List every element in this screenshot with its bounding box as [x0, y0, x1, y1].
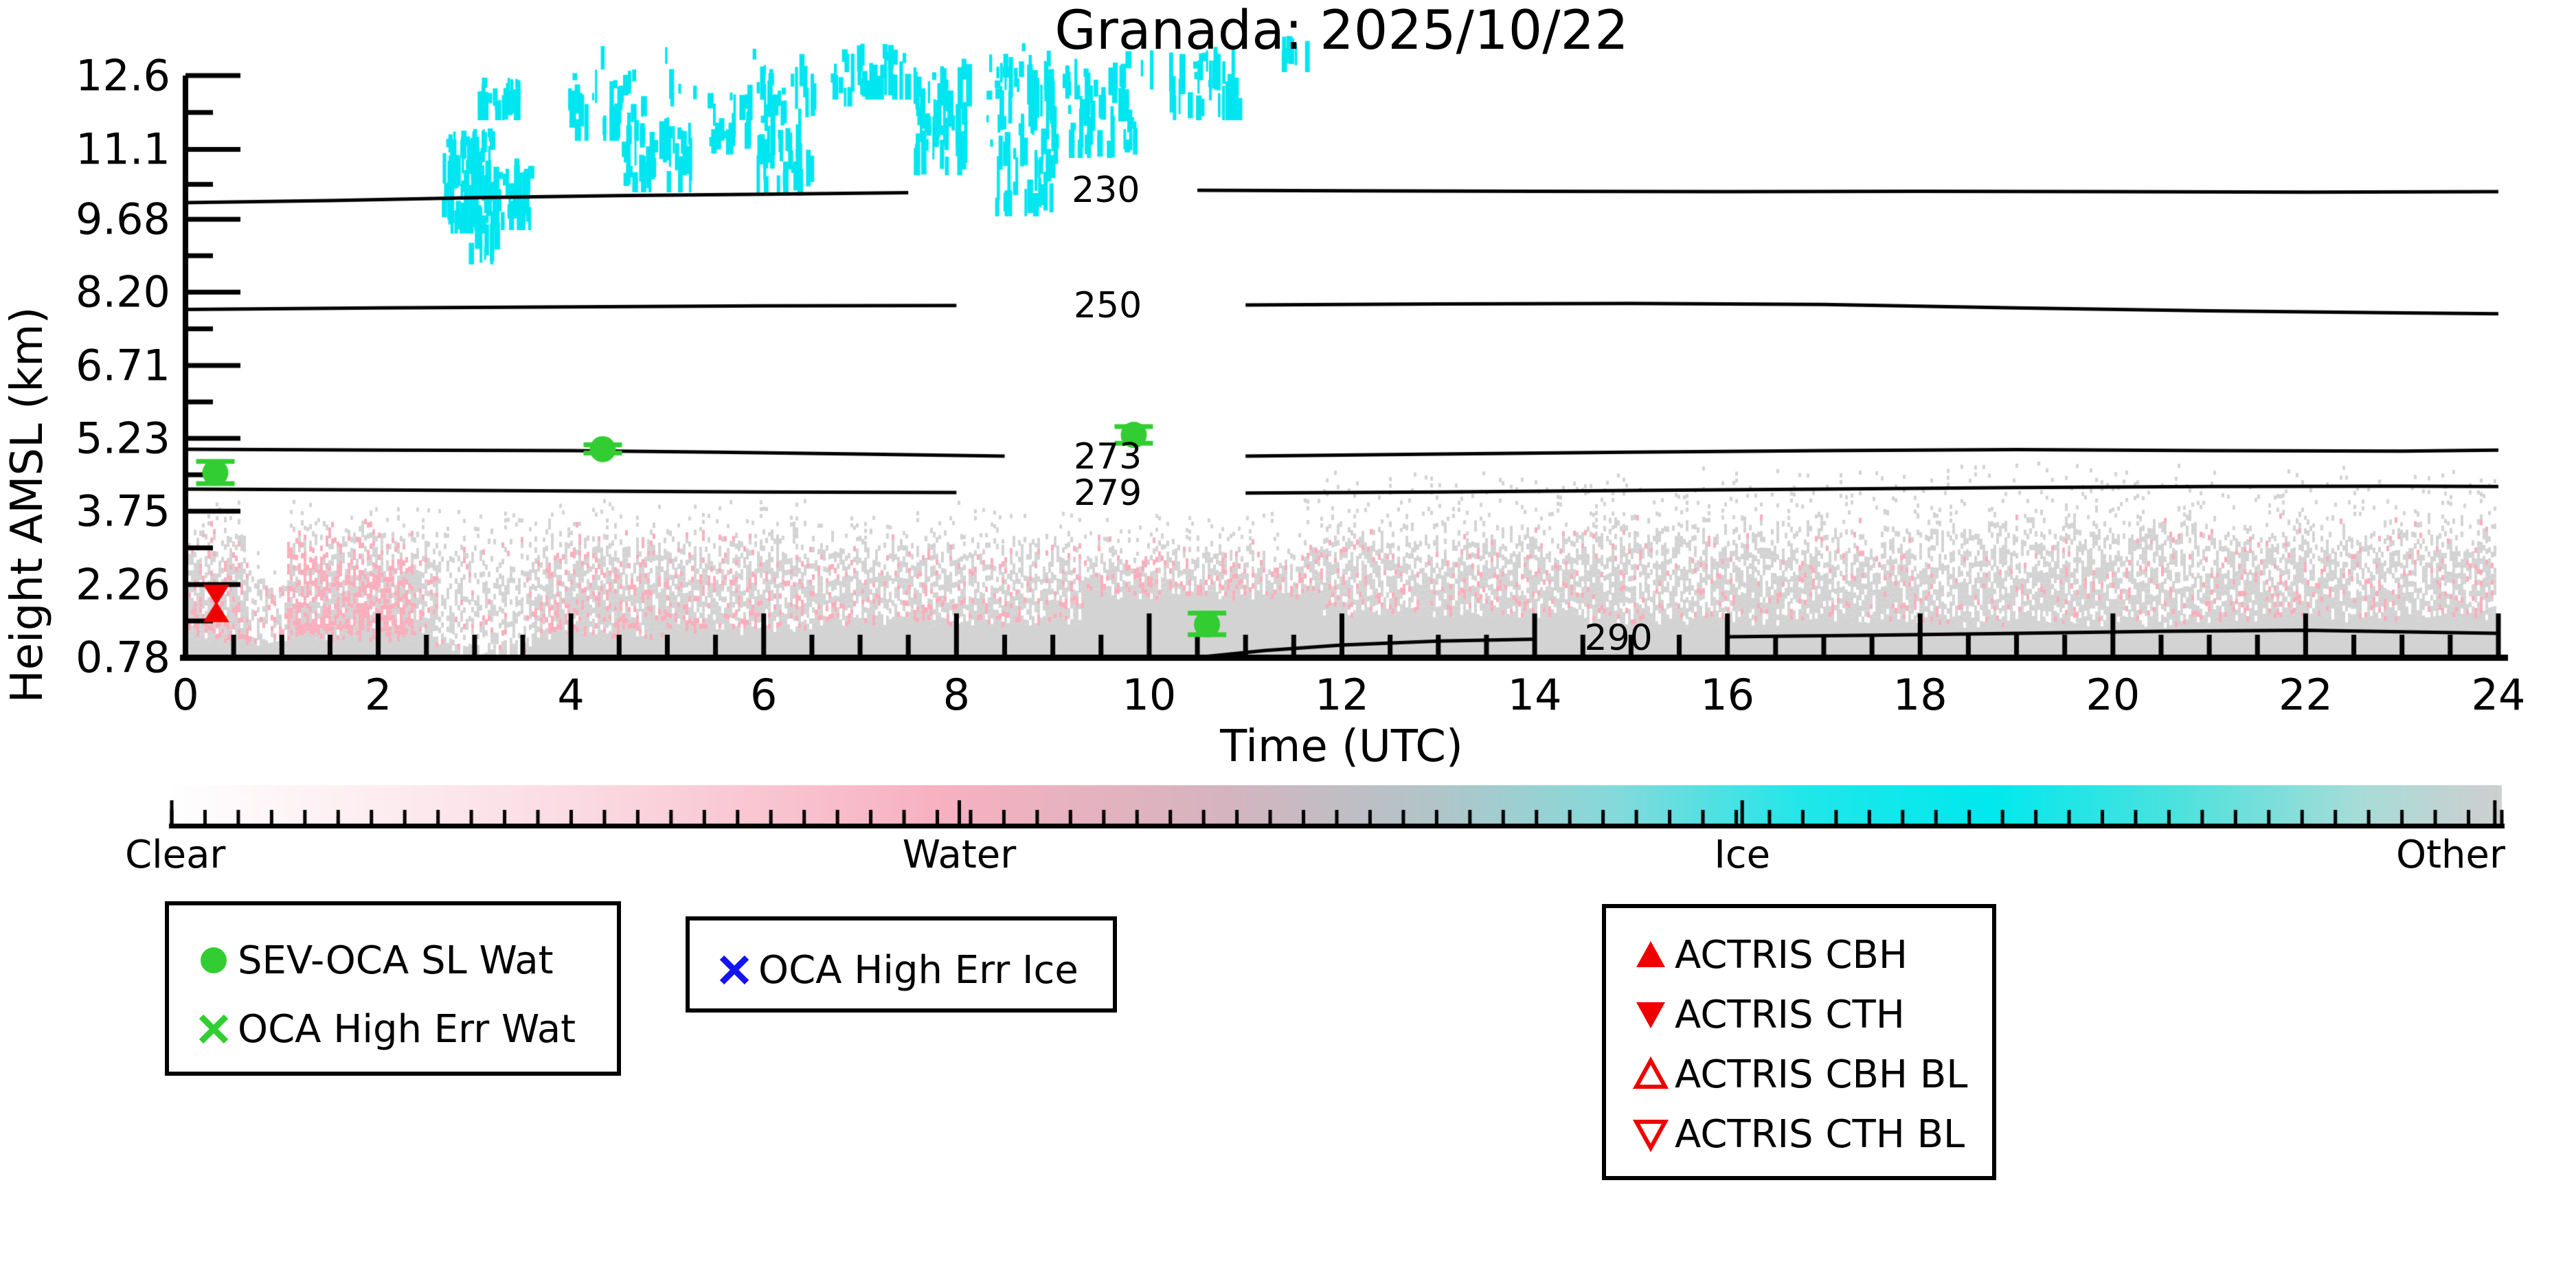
y-tick-label: 2.26 [75, 559, 170, 610]
x-tick-label: 10 [1122, 670, 1177, 720]
legend-label: ACTRIS CTH BL [1675, 1111, 1965, 1157]
contour-label-279: 279 [1073, 472, 1142, 514]
legend-label: OCA High Err Ice [758, 947, 1078, 993]
y-tick-label: 6.71 [75, 340, 170, 391]
contour-label-230: 230 [1072, 169, 1140, 211]
y-axis-title: Height AMSL (km) [2, 306, 53, 703]
legend-marker [1627, 936, 1675, 974]
legend-box-1: SEV-OCA SL Wat OCA High Err Wat [165, 901, 621, 1076]
tri-down-open-marker-icon [1632, 1120, 1669, 1153]
tri-up-marker-icon [1636, 941, 1665, 967]
legend-box-2: OCA High Err Ice [686, 916, 1117, 1013]
x-tick-label: 22 [2278, 670, 2333, 720]
colorbar-label-clear: Clear [125, 833, 226, 877]
legend-label: ACTRIS CTH [1675, 992, 1905, 1037]
legend-marker [190, 1010, 238, 1048]
x-axis-title: Time (UTC) [1220, 721, 1463, 772]
legend-item: ACTRIS CBH BL [1627, 1052, 1968, 1097]
contour-label-290: 290 [1584, 618, 1653, 659]
legend-label: OCA High Err Wat [238, 1006, 576, 1052]
circle-marker-icon [201, 947, 227, 973]
colorbar-label-water: Water [902, 833, 1017, 877]
legend-label: SEV-OCA SL Wat [238, 938, 554, 983]
legend-marker [1627, 1115, 1675, 1153]
x-tick-label: 0 [172, 670, 199, 720]
x-marker-icon [719, 955, 749, 985]
y-tick-label: 8.20 [75, 267, 170, 317]
y-tick-label: 0.78 [75, 632, 170, 683]
contour-label-250: 250 [1073, 285, 1142, 327]
legend-marker [710, 951, 758, 989]
y-tick-label: 9.68 [75, 194, 170, 245]
legend-label: ACTRIS CBH BL [1675, 1052, 1968, 1097]
x-marker-icon [199, 1014, 229, 1044]
page-title: Granada: 2025/10/22 [1054, 0, 1629, 62]
colorbar-label-other: Other [2395, 833, 2505, 877]
legend-marker [190, 941, 238, 980]
legend-label: ACTRIS CBH [1675, 932, 1908, 978]
x-tick-label: 14 [1507, 670, 1562, 720]
colorbar-label-ice: Ice [1714, 833, 1771, 877]
y-tick-label: 3.75 [75, 486, 170, 536]
legend-box-3: ACTRIS CBH ACTRIS CTH ACTRIS CBH BL ACTRIS … [1602, 904, 1996, 1180]
contour-label-273: 273 [1073, 436, 1142, 478]
legend-item: OCA High Err Ice [710, 947, 1078, 993]
x-tick-label: 6 [750, 670, 778, 720]
legend-marker [1627, 1055, 1675, 1094]
legend-item: ACTRIS CTH [1627, 992, 1905, 1037]
x-tick-label: 8 [942, 670, 971, 720]
x-tick-label: 12 [1315, 670, 1369, 720]
tri-up-open-marker-icon [1632, 1056, 1669, 1089]
legend-item: SEV-OCA SL Wat [190, 938, 554, 983]
y-tick-label: 5.23 [75, 413, 170, 464]
x-tick-label: 18 [1893, 670, 1947, 720]
x-tick-label: 2 [364, 670, 392, 720]
legend-item: ACTRIS CTH BL [1627, 1111, 1965, 1157]
y-tick-label: 12.6 [75, 50, 170, 101]
tri-down-marker-icon [1636, 1002, 1665, 1028]
x-tick-label: 24 [2471, 670, 2526, 720]
legend-marker [1627, 995, 1675, 1034]
x-tick-label: 16 [1700, 670, 1755, 720]
x-tick-label: 4 [557, 670, 585, 720]
legend-item: ACTRIS CBH [1627, 932, 1908, 978]
legend-item: OCA High Err Wat [190, 1006, 576, 1052]
y-tick-label: 11.1 [75, 124, 170, 174]
x-tick-label: 20 [2086, 670, 2140, 720]
